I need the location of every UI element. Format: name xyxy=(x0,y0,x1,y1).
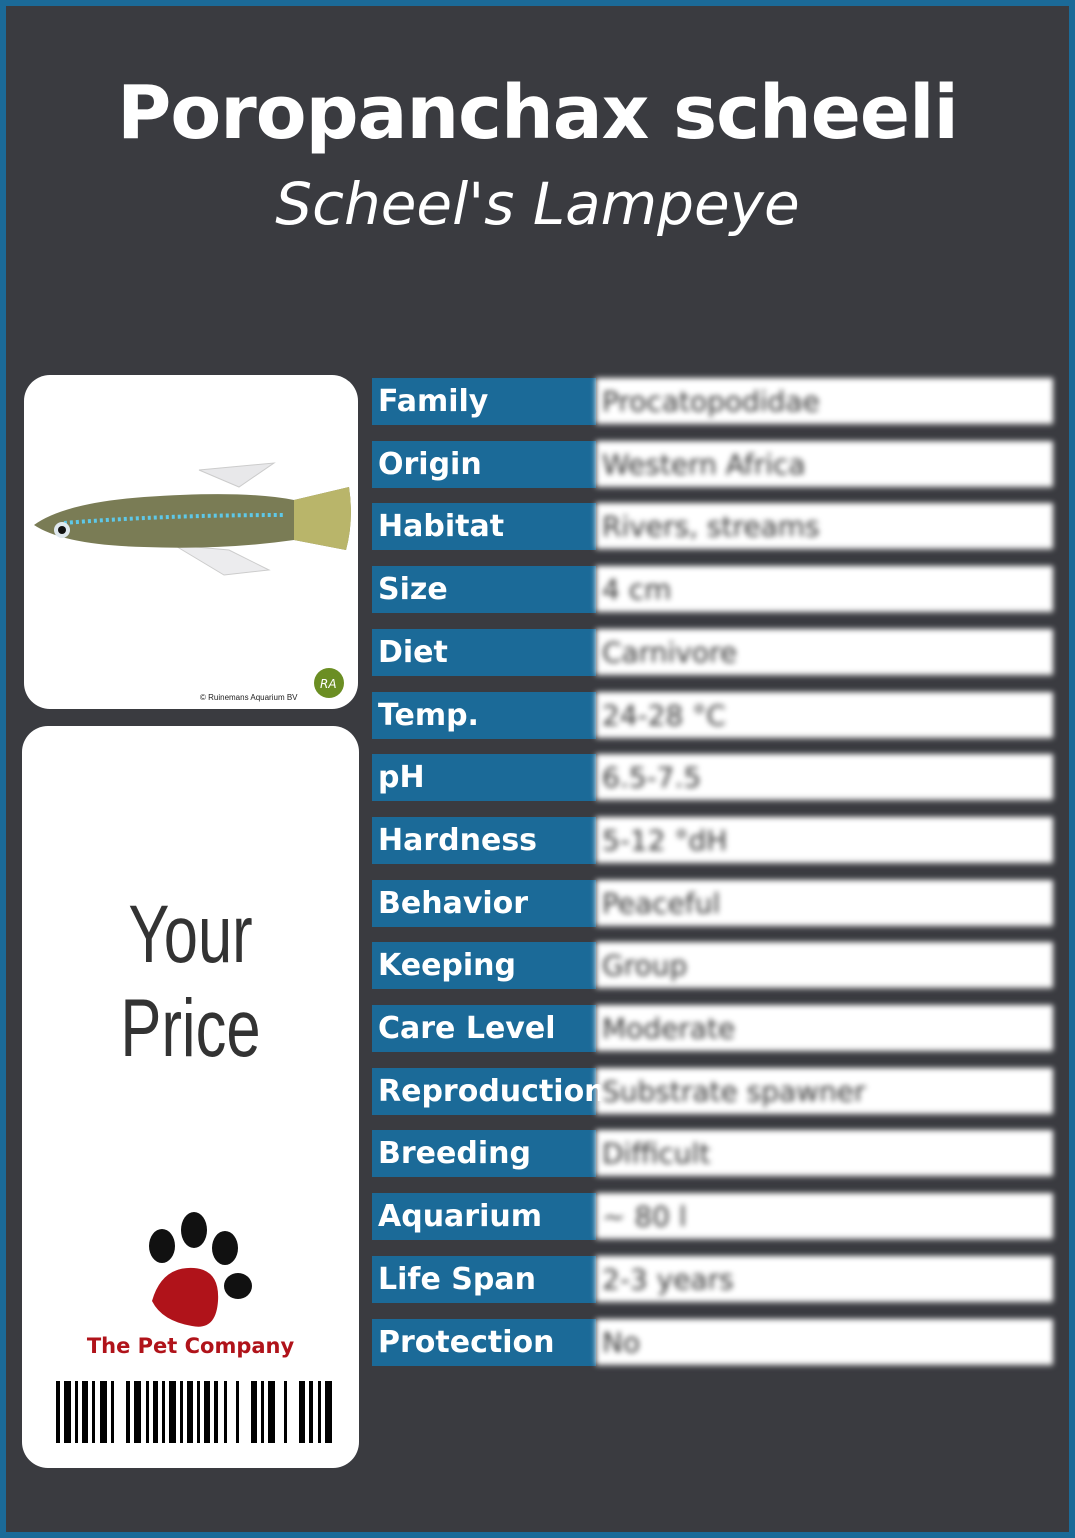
info-label: Aquarium xyxy=(372,1193,596,1241)
info-label: Protection xyxy=(372,1318,596,1366)
info-value: 6.5-7.5 xyxy=(596,754,1053,802)
info-label: Habitat xyxy=(372,503,596,551)
fish-image: RA xyxy=(34,462,351,698)
info-label: Temp. xyxy=(372,691,596,739)
info-value: 2-3 years xyxy=(596,1255,1053,1303)
info-value: Group xyxy=(596,942,1053,990)
info-row: Family Procatopodidae xyxy=(372,378,1053,425)
info-label: Hardness xyxy=(372,816,596,864)
info-row: Origin Western Africa xyxy=(372,440,1053,488)
fish-photo: RA © Ruinemans Aquarium BV xyxy=(24,375,358,709)
ruinemans-logo xyxy=(314,668,344,698)
info-label: Family xyxy=(372,378,596,425)
svg-text:RA: RA xyxy=(320,677,337,691)
price-tag: Your Price The Pet Company xyxy=(22,726,359,1468)
info-row: Protection No xyxy=(372,1318,1053,1366)
info-value: 24-28 °C xyxy=(596,691,1053,739)
info-label: Size xyxy=(372,566,596,614)
info-label: Origin xyxy=(372,440,596,488)
info-row: Diet Carnivore xyxy=(372,628,1053,676)
info-label: Reproduction xyxy=(372,1067,606,1115)
info-value: 5-12 °dH xyxy=(596,816,1053,864)
info-value: Difficult xyxy=(596,1130,1053,1178)
info-label: pH xyxy=(372,754,596,802)
info-row: Behavior Peaceful xyxy=(372,879,1053,927)
info-label: Diet xyxy=(372,628,596,676)
common-name: Scheel's Lampeye xyxy=(275,170,800,238)
info-row: Life Span 2-3 years xyxy=(372,1255,1053,1303)
info-row: Size 4 cm xyxy=(372,566,1053,614)
info-row: Keeping Group xyxy=(372,942,1053,990)
info-value: Rivers, streams xyxy=(596,503,1053,551)
info-value: Moderate xyxy=(596,1005,1053,1052)
info-row: Temp. 24-28 °C xyxy=(372,691,1053,739)
info-row: pH 6.5-7.5 xyxy=(372,754,1053,802)
info-row: Habitat Rivers, streams xyxy=(372,503,1053,551)
info-label: Life Span xyxy=(372,1255,596,1303)
company-name: The Pet Company xyxy=(86,1334,295,1358)
info-row: Hardness 5-12 °dH xyxy=(372,816,1053,864)
info-label: Keeping xyxy=(372,942,596,990)
species-title: Poropanchax scheeli xyxy=(117,70,959,156)
info-value: Carnivore xyxy=(596,628,1053,676)
info-row: Aquarium ~ 80 l xyxy=(372,1193,1053,1241)
info-value: Western Africa xyxy=(596,440,1053,488)
paw-logo-icon xyxy=(149,1212,252,1327)
info-row: Care Level Moderate xyxy=(372,1005,1053,1052)
photo-credit: © Ruinemans Aquarium BV xyxy=(200,693,298,702)
info-row: Breeding Difficult xyxy=(372,1130,1053,1178)
info-row: Reproduction Substrate spawner xyxy=(372,1067,1053,1115)
info-value: ~ 80 l xyxy=(596,1193,1053,1241)
info-label: Care Level xyxy=(372,1005,596,1052)
info-label: Breeding xyxy=(372,1130,596,1178)
barcode xyxy=(56,1381,332,1443)
info-value: No xyxy=(596,1318,1053,1366)
info-value: 4 cm xyxy=(596,566,1053,614)
price-label: Your Price xyxy=(120,889,261,1074)
info-label: Behavior xyxy=(372,879,596,927)
info-value: Procatopodidae xyxy=(596,378,1053,425)
info-value: Peaceful xyxy=(596,879,1053,927)
info-value: Substrate spawner xyxy=(596,1067,1053,1115)
